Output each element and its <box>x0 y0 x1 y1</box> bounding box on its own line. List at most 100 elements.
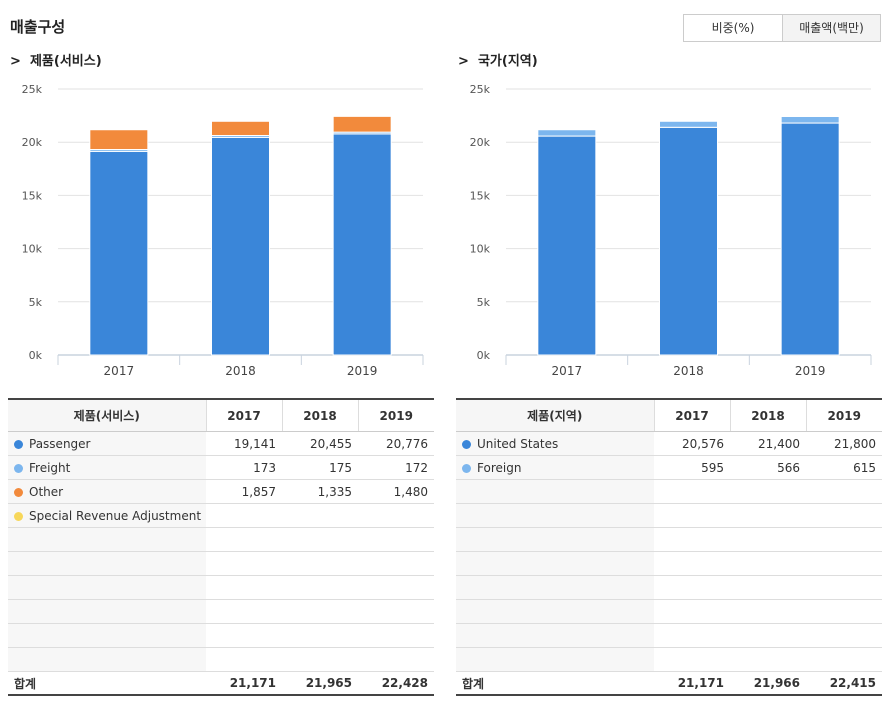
total-row: 합계 21,171 21,966 22,415 <box>456 671 882 696</box>
value-cell <box>730 527 806 552</box>
ratio-tab[interactable]: 비중(%) <box>684 15 783 41</box>
value-cell <box>730 479 806 504</box>
value-cell <box>282 503 358 528</box>
chevron-right-icon: > <box>10 54 21 69</box>
row-label: Special Revenue Adjustment <box>29 508 202 523</box>
row-label-cell: Special Revenue Adjustment <box>8 503 206 528</box>
value-cell <box>654 527 730 552</box>
table-row <box>456 527 882 552</box>
table-header-year: 2017 <box>205 398 282 432</box>
table-header-year: 2019 <box>805 398 882 432</box>
value-cell <box>654 575 730 600</box>
row-label-cell <box>456 623 654 648</box>
value-cell <box>206 647 282 672</box>
row-label-cell <box>8 575 206 600</box>
value-cell: 20,455 <box>282 431 358 456</box>
country-table: 제품(지역) 2017 2018 2019 United States 20,57… <box>456 398 882 696</box>
table-row: United States 20,576 21,400 21,800 <box>456 431 882 456</box>
bar-segment[interactable] <box>332 133 392 356</box>
value-cell <box>806 503 882 528</box>
value-cell <box>282 599 358 624</box>
value-cell <box>806 599 882 624</box>
bar-segment[interactable] <box>89 150 149 356</box>
bar-segment[interactable] <box>89 129 149 150</box>
table-row <box>8 551 434 576</box>
x-tick-label: 2019 <box>347 364 378 378</box>
total-row: 합계 21,171 21,965 22,428 <box>8 671 434 696</box>
country-heading-label: 국가(지역) <box>477 54 538 69</box>
value-cell <box>730 599 806 624</box>
bar-segment[interactable] <box>537 135 597 356</box>
table-row <box>456 575 882 600</box>
bar-segment[interactable] <box>332 115 392 133</box>
bar-segment[interactable] <box>780 122 840 356</box>
total-value: 21,966 <box>730 671 806 696</box>
bar-segment[interactable] <box>537 129 597 137</box>
value-cell: 21,800 <box>806 431 882 456</box>
table-row: Foreign 595 566 615 <box>456 455 882 480</box>
value-cell <box>206 599 282 624</box>
value-cell: 20,576 <box>654 431 730 456</box>
country-section-heading[interactable]: > 국가(지역) <box>458 50 538 69</box>
total-value: 21,171 <box>206 671 282 696</box>
bar-segment[interactable] <box>211 136 270 356</box>
value-cell <box>358 575 434 600</box>
value-cell: 1,857 <box>206 479 282 504</box>
value-cell: 173 <box>206 455 282 480</box>
row-label-cell <box>456 551 654 576</box>
row-label-cell: Foreign <box>456 455 654 480</box>
table-row <box>456 503 882 528</box>
value-cell <box>730 647 806 672</box>
table-header-name: 제품(서비스) <box>8 398 206 432</box>
product-table: 제품(서비스) 2017 2018 2019 Passenger 19,141 20… <box>8 398 434 696</box>
total-value: 21,965 <box>282 671 358 696</box>
table-header-year: 2018 <box>281 398 358 432</box>
row-label: Foreign <box>477 460 522 475</box>
y-tick-label: 5k <box>477 296 491 309</box>
row-label-cell <box>456 503 654 528</box>
value-cell: 595 <box>654 455 730 480</box>
chevron-right-icon: > <box>458 54 469 69</box>
row-label-cell: Freight <box>8 455 206 480</box>
value-cell <box>206 623 282 648</box>
value-cell: 1,480 <box>358 479 434 504</box>
y-tick-label: 10k <box>22 243 43 256</box>
value-cell <box>806 479 882 504</box>
table-row: Special Revenue Adjustment <box>8 503 434 528</box>
value-cell: 566 <box>730 455 806 480</box>
y-tick-label: 20k <box>22 136 43 149</box>
value-cell: 172 <box>358 455 434 480</box>
value-cell <box>206 503 282 528</box>
bar-segment[interactable] <box>659 126 718 356</box>
value-cell <box>358 647 434 672</box>
value-cell <box>206 551 282 576</box>
table-row <box>456 551 882 576</box>
row-label-cell <box>8 647 206 672</box>
x-tick-label: 2019 <box>795 364 826 378</box>
value-cell <box>282 527 358 552</box>
amount-tab[interactable]: 매출액(백만) <box>783 15 880 41</box>
bar-segment[interactable] <box>780 116 840 124</box>
x-tick-label: 2017 <box>104 364 135 378</box>
row-label-cell <box>8 551 206 576</box>
value-cell <box>358 599 434 624</box>
value-cell: 175 <box>282 455 358 480</box>
legend-dot-icon <box>462 439 471 449</box>
product-heading-label: 제품(서비스) <box>29 54 102 69</box>
legend-dot-icon <box>462 463 471 473</box>
row-label-cell: Other <box>8 479 206 504</box>
value-cell <box>806 527 882 552</box>
value-cell <box>282 551 358 576</box>
row-label-cell <box>456 479 654 504</box>
x-tick-label: 2018 <box>225 364 256 378</box>
bar-segment[interactable] <box>211 120 270 136</box>
product-section-heading[interactable]: > 제품(서비스) <box>10 50 102 69</box>
value-cell <box>806 647 882 672</box>
legend-dot-icon <box>14 511 23 521</box>
bar-segment[interactable] <box>659 120 718 128</box>
total-value: 22,415 <box>806 671 882 696</box>
y-tick-label: 25k <box>22 83 43 96</box>
value-cell <box>358 551 434 576</box>
row-label: Passenger <box>29 436 91 451</box>
table-row: Other 1,857 1,335 1,480 <box>8 479 434 504</box>
